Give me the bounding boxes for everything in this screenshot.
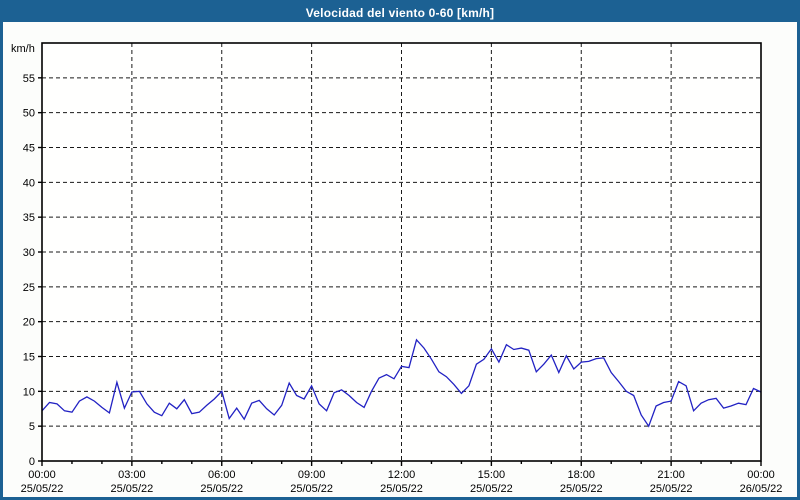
y-tick-label-25: 25: [23, 282, 35, 294]
x-tick-date-label: 25/05/22: [200, 483, 243, 495]
plot-frame: [41, 42, 762, 462]
x-tick-time-label: 03:00: [118, 469, 146, 481]
x-tick-date-label: 25/05/22: [110, 483, 153, 495]
y-tick-label-0: 0: [29, 456, 35, 468]
x-tick-time-label: 18:00: [567, 469, 595, 481]
x-tick-time-label: 12:00: [388, 469, 416, 481]
x-tick-date-label: 25/05/22: [560, 483, 603, 495]
y-tick-label-30: 30: [23, 247, 35, 259]
y-tick-label-10: 10: [23, 386, 35, 398]
x-tick-date-label: 25/05/22: [650, 483, 693, 495]
y-tick-label-20: 20: [23, 317, 35, 329]
title-bar: Velocidad del viento 0-60 [km/h]: [3, 3, 797, 22]
x-tick-time-label: 15:00: [478, 469, 506, 481]
y-tick-label-15: 15: [23, 352, 35, 364]
y-tick-label-50: 50: [23, 108, 35, 120]
chart-title: Velocidad del viento 0-60 [km/h]: [305, 5, 495, 20]
wind-speed-line: [41, 338, 762, 428]
y-tick-label-55: 55: [23, 73, 35, 85]
y-tick-label-40: 40: [23, 177, 35, 189]
axis-labels: 0 5 10 15 20 25 30 35 40 45 50 55 00:00 25/05/22 03:00…: [21, 73, 783, 495]
x-tick-time-label: 06:00: [208, 469, 236, 481]
x-tick-date-label: 25/05/22: [290, 483, 333, 495]
gridlines: [42, 43, 761, 461]
plot-container: 0 5 10 15 20 25 30 35 40 45 50 55 00:00 25/05/22 03:00…: [3, 22, 797, 497]
x-tick-time-label: 21:00: [657, 469, 685, 481]
x-tick-date-label: 26/05/22: [740, 483, 783, 495]
x-tick-date-label: 25/05/22: [470, 483, 513, 495]
x-tick-date-label: 25/05/22: [380, 483, 423, 495]
y-tick-label-5: 5: [29, 421, 35, 433]
y-tick-label-45: 45: [23, 143, 35, 155]
x-tick-time-label: 09:00: [298, 469, 326, 481]
y-tick-label-35: 35: [23, 212, 35, 224]
x-tick-time-label: 00:00: [28, 469, 56, 481]
y-axis-unit-label: km/h: [11, 43, 35, 55]
wind-speed-chart: 0 5 10 15 20 25 30 35 40 45 50 55 00:00 25/05/22 03:00…: [11, 42, 783, 495]
x-tick-time-label: 00:00: [747, 469, 775, 481]
x-tick-date-label: 25/05/22: [21, 483, 64, 495]
